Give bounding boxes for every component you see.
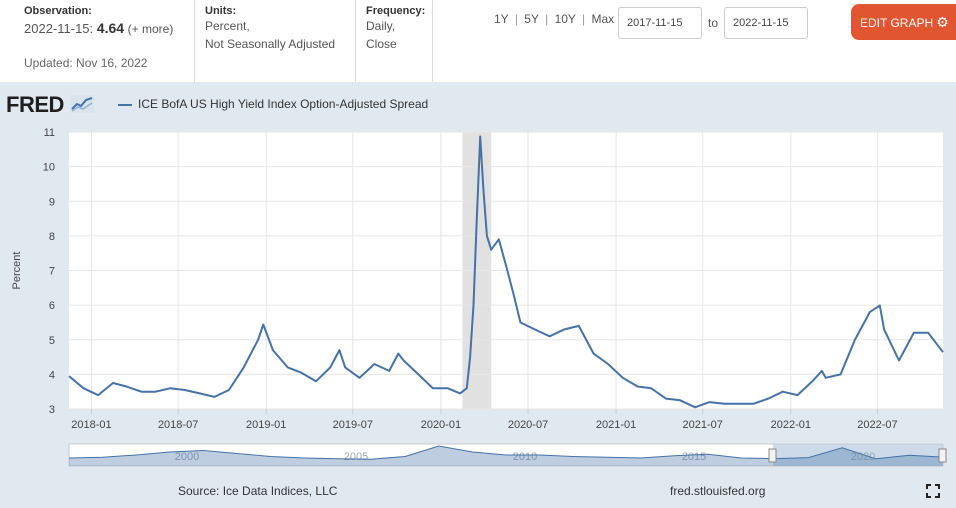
gear-icon: ⚙ bbox=[936, 14, 949, 30]
units-label: Units: bbox=[205, 5, 237, 17]
y-tick-label: 9 bbox=[49, 196, 55, 208]
header-bar: Observation: 2022-11-15: 4.64 (+ more) U… bbox=[0, 0, 956, 82]
navigator-area bbox=[69, 446, 943, 466]
units-value: Percent, Not Seasonally Adjusted bbox=[205, 17, 335, 53]
observation-value: 4.64 bbox=[96, 20, 125, 36]
range-separator: | bbox=[514, 12, 518, 26]
observation-value-line: 2022-11-15: 4.64 (+ more) bbox=[24, 19, 174, 38]
units-line-1: Percent, bbox=[205, 19, 250, 33]
y-tick-label: 8 bbox=[49, 231, 55, 243]
y-tick-label: 7 bbox=[49, 266, 55, 278]
frequency-label: Frequency: bbox=[366, 5, 426, 17]
range-separator: | bbox=[545, 12, 549, 26]
x-tick-label: 2021-01 bbox=[596, 419, 636, 431]
x-tick-label: 2020-07 bbox=[508, 419, 548, 431]
range-max[interactable]: Max bbox=[591, 12, 615, 26]
units-line-2: Not Seasonally Adjusted bbox=[205, 37, 336, 51]
x-tick-label: 2020-01 bbox=[421, 419, 461, 431]
end-date-input[interactable]: 2022-11-15 bbox=[724, 7, 808, 39]
y-tick-label: 10 bbox=[43, 162, 55, 174]
frequency-line-2: Close bbox=[366, 37, 397, 51]
navigator-line bbox=[68, 445, 944, 460]
navigator-year-label: 2005 bbox=[344, 451, 368, 463]
navigator-handle-left[interactable] bbox=[768, 448, 777, 463]
x-tick-label: 2022-01 bbox=[771, 419, 811, 431]
x-tick-label: 2022-07 bbox=[857, 419, 897, 431]
chart-trend-icon bbox=[69, 93, 94, 119]
start-date-input[interactable]: 2017-11-15 bbox=[618, 7, 702, 39]
frequency-line-1: Daily, bbox=[366, 19, 396, 33]
navigator-selection[interactable] bbox=[773, 444, 943, 466]
chart-svg: 3 4 5 6 7 8 9 10 11 2018-01 2018-07 2019-01 2019-07 2… bbox=[11, 127, 947, 467]
frequency-value: Daily, Close bbox=[366, 17, 397, 53]
y-tick-label: 5 bbox=[49, 335, 55, 347]
range-1y[interactable]: 1Y bbox=[494, 12, 509, 26]
y-tick-label: 11 bbox=[44, 127, 55, 139]
fullscreen-icon[interactable] bbox=[926, 484, 940, 498]
x-tick-label: 2019-01 bbox=[246, 419, 286, 431]
observation-more-link[interactable]: (+ more) bbox=[127, 22, 174, 36]
chart-legend[interactable]: ICE BofA US High Yield Index Option-Adju… bbox=[118, 97, 428, 111]
range-10y[interactable]: 10Y bbox=[554, 12, 576, 26]
source-citation: Source: Ice Data Indices, LLC bbox=[178, 484, 338, 498]
units-panel: Units: Percent, Not Seasonally Adjusted bbox=[205, 0, 356, 82]
updated-date: Updated: Nov 16, 2022 bbox=[24, 56, 148, 70]
navigator-year-label: 2010 bbox=[513, 451, 537, 463]
observation-label: Observation: bbox=[24, 5, 92, 17]
x-tick-label: 2019-07 bbox=[333, 419, 373, 431]
series-line[interactable] bbox=[68, 135, 944, 409]
x-tick-label: 2018-07 bbox=[158, 419, 198, 431]
range-separator: | bbox=[582, 12, 586, 26]
edit-graph-label: EDIT GRAPH bbox=[860, 16, 934, 30]
range-selector: 1Y | 5Y | 10Y | Max bbox=[494, 12, 614, 26]
fred-logo[interactable]: FRED bbox=[6, 92, 94, 119]
to-label: to bbox=[708, 16, 719, 30]
navigator-handle-right[interactable] bbox=[938, 448, 947, 463]
fred-url[interactable]: fred.stlouisfed.org bbox=[670, 484, 766, 498]
observation-date: 2022-11-15: bbox=[24, 21, 94, 36]
x-tick-label: 2018-01 bbox=[71, 419, 111, 431]
navigator-year-label: 2015 bbox=[682, 451, 706, 463]
y-tick-label: 6 bbox=[49, 300, 55, 312]
legend-swatch bbox=[118, 103, 132, 106]
x-tick-label: 2021-07 bbox=[683, 419, 723, 431]
range-5y[interactable]: 5Y bbox=[524, 12, 539, 26]
y-tick-label: 3 bbox=[49, 404, 55, 416]
frequency-panel: Frequency: Daily, Close bbox=[366, 0, 433, 82]
navigator-year-label: 2000 bbox=[175, 451, 199, 463]
legend-series-name: ICE BofA US High Yield Index Option-Adju… bbox=[138, 97, 429, 111]
y-axis-label: Percent bbox=[11, 252, 23, 290]
navigator-year-label: 2020 bbox=[851, 451, 875, 463]
y-tick-label: 4 bbox=[49, 369, 55, 381]
observation-panel: Observation: 2022-11-15: 4.64 (+ more) U… bbox=[24, 0, 195, 82]
edit-graph-button[interactable]: EDIT GRAPH ⚙ bbox=[851, 4, 956, 40]
fred-logo-text: FRED bbox=[6, 92, 64, 117]
